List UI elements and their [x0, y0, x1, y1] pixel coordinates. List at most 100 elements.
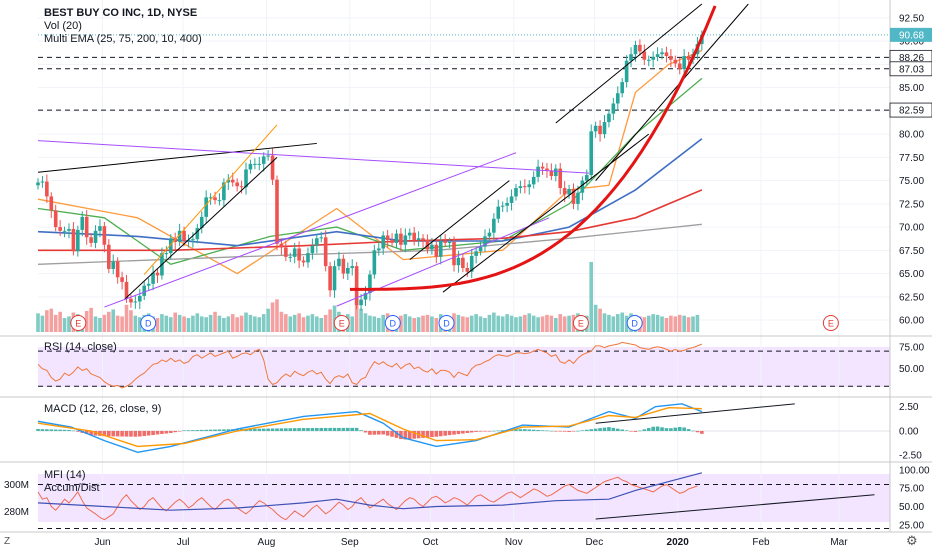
macd-histogram-bar: [257, 428, 262, 431]
mfi-tick-label: 100.00: [899, 465, 930, 476]
candle-body: [425, 240, 430, 250]
macd-histogram-bar: [142, 430, 147, 437]
volume-bar: [461, 316, 465, 332]
volume-bar: [376, 318, 381, 332]
volume-bar: [292, 314, 297, 332]
volume-bar: [239, 315, 244, 332]
dividend-marker[interactable]: D: [438, 315, 455, 331]
candle-body: [669, 56, 673, 60]
marker-circle: [822, 315, 839, 331]
candle-body: [292, 248, 297, 257]
candle-body: [624, 60, 629, 83]
rsi-line: [37, 341, 703, 389]
rsi-pane: [37, 341, 890, 389]
marker-circle: [438, 315, 455, 331]
candle-body: [270, 155, 275, 180]
volume-bar: [518, 316, 523, 332]
macd-histogram-bar: [403, 430, 408, 440]
earnings-marker[interactable]: E: [822, 315, 839, 331]
macd-histogram-bar: [478, 430, 483, 432]
dividend-marker[interactable]: D: [384, 315, 401, 331]
macd-histogram-bar: [633, 430, 638, 432]
volume-bar: [660, 316, 664, 332]
macd-histogram-bar: [93, 430, 98, 436]
macd-histogram-bar: [146, 430, 151, 436]
candle-body: [124, 281, 129, 299]
macd-histogram-bar: [598, 428, 602, 431]
candle-body: [45, 181, 49, 197]
x-tick-label: Jul: [177, 537, 190, 548]
trend-drawings[interactable]: [37, 3, 749, 308]
volume-bar: [509, 315, 514, 332]
time-axis[interactable]: Jun Jul Aug Sep Oct Nov Dec 2020 Feb Mar: [94, 537, 848, 548]
volume-bar: [540, 316, 545, 332]
y-tick-label: 77.50: [899, 153, 924, 164]
y-tick-label: 67.50: [899, 246, 924, 257]
macd-histogram-bar: [638, 430, 642, 432]
zoom-reset-icon[interactable]: Z: [4, 536, 10, 547]
macd-histogram-bar: [385, 430, 390, 436]
marker-circle: [70, 315, 87, 331]
candle-body: [505, 202, 509, 206]
dividend-marker[interactable]: D: [140, 315, 157, 331]
macd-histogram-bar: [129, 430, 133, 437]
volume-bar: [589, 262, 594, 332]
volume-bar: [53, 314, 58, 332]
candle-body: [133, 301, 138, 303]
volume-bar: [602, 313, 607, 332]
macd-histogram-bar: [191, 430, 195, 431]
candle-body: [239, 186, 244, 188]
candle-body: [102, 226, 107, 245]
rsi-tick-label: 75.00: [899, 342, 924, 353]
volume-bar: [478, 316, 483, 332]
earnings-marker[interactable]: E: [333, 315, 350, 331]
macd-histogram-bar: [531, 429, 536, 431]
candle-body: [315, 238, 319, 246]
volume-bar: [297, 313, 301, 332]
candle-body: [49, 196, 54, 211]
volume-bar: [279, 311, 284, 332]
volume-bar: [257, 317, 262, 332]
candle-body: [323, 237, 328, 267]
macd-histogram-bar: [115, 430, 120, 437]
volume-bar: [615, 314, 620, 332]
volume-bar: [129, 310, 133, 332]
macd-histogram-bar: [669, 428, 673, 431]
current-price-tag: [890, 27, 932, 42]
earnings-marker[interactable]: E: [572, 315, 589, 331]
volume-bar: [40, 315, 45, 332]
trend-line: [104, 152, 517, 308]
macd-histogram-bar: [350, 427, 355, 431]
macd-histogram-bar: [226, 429, 231, 431]
volume-bar: [686, 317, 691, 332]
macd-histogram-bar: [500, 430, 505, 431]
candle-body: [452, 241, 456, 266]
settings-icon[interactable]: ⚙: [906, 533, 918, 548]
earnings-marker[interactable]: E: [70, 315, 87, 331]
candle-body: [540, 166, 545, 169]
volume-bar: [620, 312, 624, 332]
macd-histogram-bar: [275, 428, 279, 431]
macd-histogram-bar: [394, 430, 399, 438]
dividend-marker[interactable]: D: [626, 315, 643, 331]
candle-body: [416, 238, 421, 241]
volume-bar: [186, 318, 191, 332]
price-axis[interactable]: 92.5090.0087.5085.0082.5080.0077.5075.00…: [4, 13, 932, 531]
macd-histogram-bar: [199, 429, 204, 431]
price-candles[interactable]: [36, 30, 704, 311]
macd-histogram-bar: [213, 429, 217, 431]
candle-body: [222, 182, 226, 201]
macd-histogram-bar: [217, 429, 222, 431]
macd-tick-label: -2.50: [899, 451, 922, 462]
trend-line: [555, 3, 703, 124]
candle-body: [40, 181, 45, 183]
macd-histogram-bar: [474, 430, 478, 432]
candle-body: [142, 285, 147, 296]
candle-body: [478, 246, 483, 252]
candle-body: [297, 248, 301, 261]
macd-histogram-bar: [443, 430, 447, 436]
candle-body: [394, 233, 399, 243]
macd-histogram-bar: [164, 430, 169, 434]
